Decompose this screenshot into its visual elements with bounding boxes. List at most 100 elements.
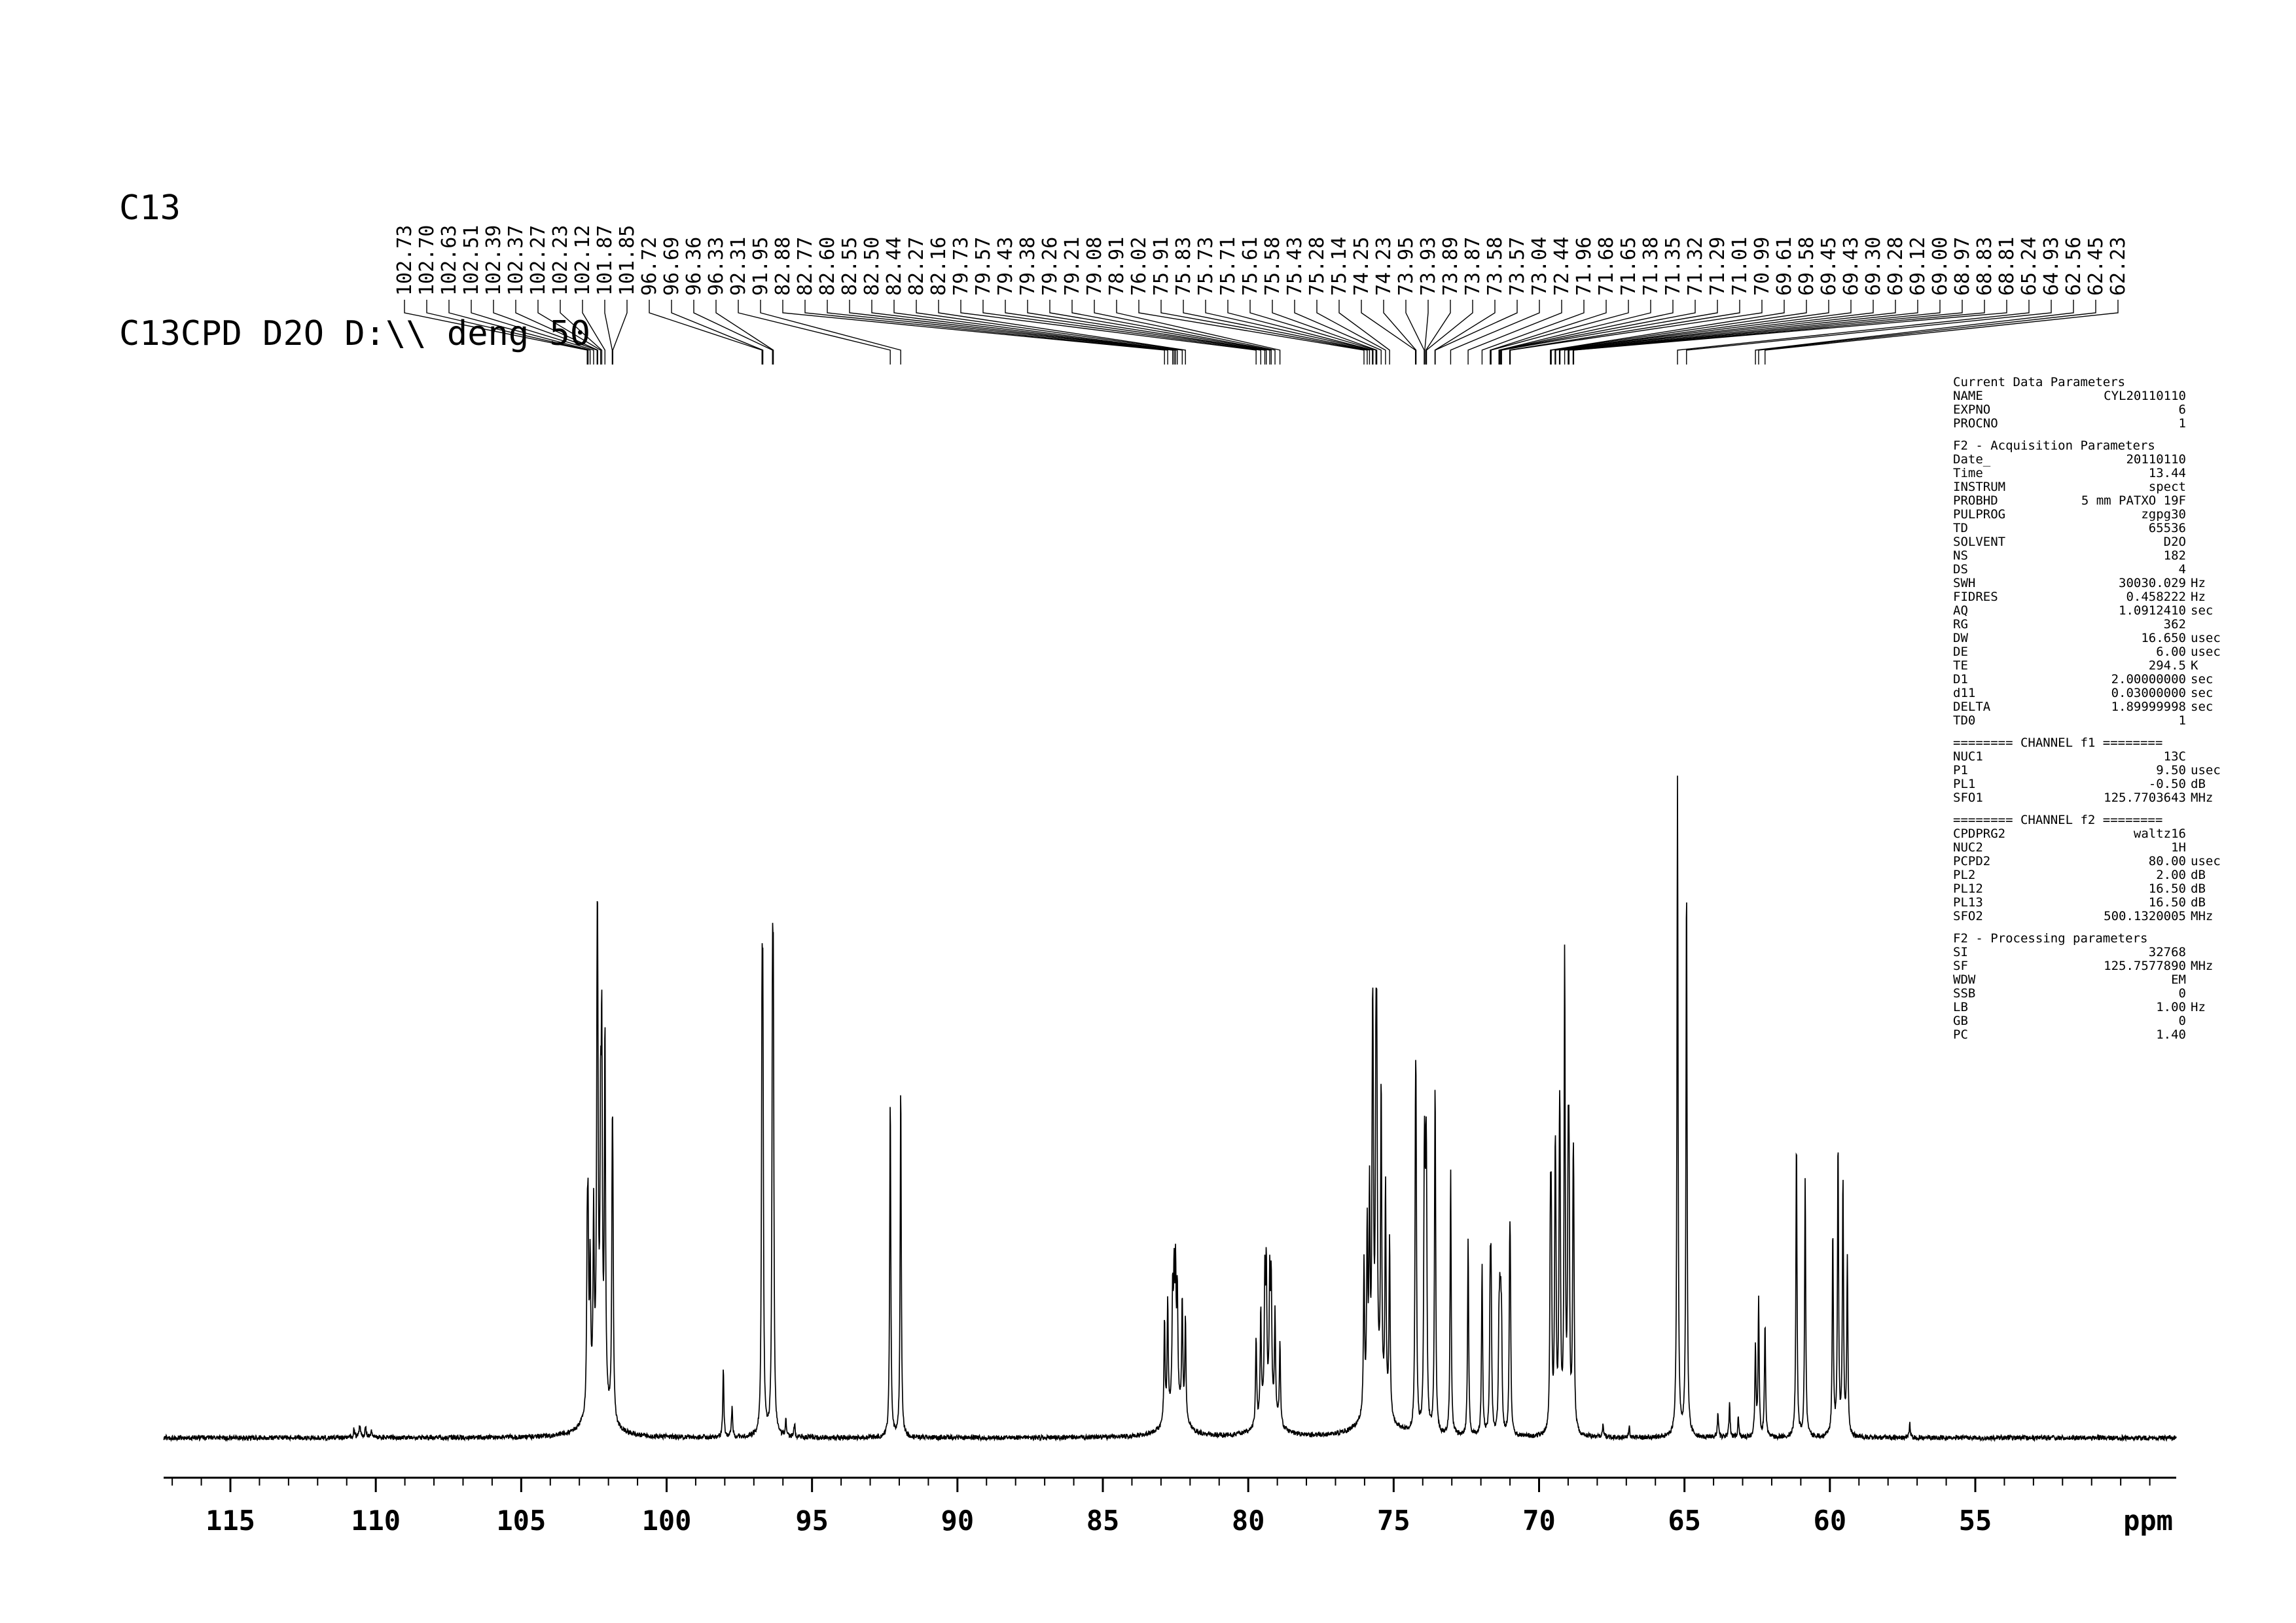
peak-connector-line bbox=[1572, 300, 1985, 365]
peak-label: 73.89 bbox=[1439, 237, 1462, 296]
peak-connector-line bbox=[1573, 300, 2007, 365]
param-row: WDW EM bbox=[1953, 973, 2223, 987]
peak-connector-line bbox=[1361, 300, 1416, 365]
param-row: NUC2 1H bbox=[1953, 841, 2223, 855]
peak-label: 65.24 bbox=[2018, 237, 2041, 296]
peak-connector-line bbox=[671, 300, 764, 365]
param-unit bbox=[2186, 973, 2223, 987]
param-name: RG bbox=[1953, 617, 1968, 632]
param-row: RG 362 bbox=[1953, 618, 2223, 632]
param-row: SFO1 125.7703643 MHz bbox=[1953, 791, 2223, 805]
param-unit bbox=[2186, 1014, 2223, 1028]
peak-connector-line bbox=[1227, 300, 1374, 365]
peak-connector-line bbox=[1450, 300, 1540, 365]
params-section-header: Current Data Parameters bbox=[1953, 375, 2126, 389]
peak-connector-line bbox=[1435, 300, 1518, 365]
axis-tick-label: 100 bbox=[642, 1505, 692, 1537]
peak-label: 79.08 bbox=[1083, 237, 1106, 296]
peak-label: 69.61 bbox=[1773, 237, 1796, 296]
peak-label: 82.88 bbox=[772, 237, 795, 296]
peak-label: 82.27 bbox=[905, 237, 928, 296]
param-row: SF 125.7577890 MHz bbox=[1953, 959, 2223, 973]
param-value: 1.00 bbox=[2156, 1000, 2186, 1014]
param-name: SWH bbox=[1953, 576, 1976, 590]
param-row: Date_ 20110110 bbox=[1953, 453, 2223, 467]
param-row: PL12 16.50 dB bbox=[1953, 882, 2223, 896]
param-name: WDW bbox=[1953, 972, 1976, 987]
peak-connector-line bbox=[1755, 300, 2074, 365]
peak-label: 62.45 bbox=[2085, 237, 2108, 296]
param-value: 30030.029 bbox=[2119, 576, 2186, 590]
param-value: 182 bbox=[2163, 548, 2186, 563]
peak-label: 96.36 bbox=[683, 237, 706, 296]
param-name: PL13 bbox=[1953, 895, 1983, 910]
peak-label: 73.57 bbox=[1506, 237, 1529, 296]
peak-connector-line bbox=[1501, 300, 1718, 365]
axis-tick-label: 65 bbox=[1668, 1505, 1701, 1537]
param-row: INSTRUM spect bbox=[1953, 480, 2223, 494]
peak-connector-line bbox=[1677, 300, 2030, 365]
param-name: GB bbox=[1953, 1014, 1968, 1028]
param-name: PC bbox=[1953, 1027, 1968, 1042]
peak-connector-line bbox=[1005, 300, 1266, 365]
param-name: D1 bbox=[1953, 672, 1968, 687]
peak-connector-line bbox=[1249, 300, 1376, 365]
param-name: DW bbox=[1953, 631, 1968, 645]
param-row: CPDPRG2 waltz16 bbox=[1953, 827, 2223, 841]
param-row: PULPROG zgpg30 bbox=[1953, 508, 2223, 522]
peak-connector-line bbox=[1049, 300, 1270, 365]
param-row: TD0 1 bbox=[1953, 714, 2223, 728]
param-value: 125.7577890 bbox=[2104, 959, 2186, 973]
param-value: -0.50 bbox=[2148, 777, 2186, 791]
peak-label: 101.85 bbox=[616, 225, 639, 296]
param-unit: usec bbox=[2191, 631, 2221, 645]
peak-connector-line bbox=[849, 300, 1175, 365]
param-value: 5 mm PATXO 19F bbox=[2081, 493, 2186, 508]
param-unit bbox=[2186, 403, 2223, 417]
param-value: 32768 bbox=[2148, 945, 2186, 959]
param-name: SI bbox=[1953, 945, 1968, 959]
peak-connector-line bbox=[871, 300, 1176, 365]
param-name: NS bbox=[1953, 548, 1968, 563]
param-name: DE bbox=[1953, 645, 1968, 659]
peak-label: 82.60 bbox=[816, 237, 839, 296]
peak-connector-line bbox=[760, 300, 901, 365]
param-value: 500.1320005 bbox=[2104, 909, 2186, 923]
peak-label: 71.32 bbox=[1684, 237, 1707, 296]
peak-label: 79.43 bbox=[994, 237, 1017, 296]
peak-label: 75.91 bbox=[1150, 237, 1173, 296]
param-value: 0.03000000 bbox=[2111, 686, 2186, 700]
param-value: 4 bbox=[2178, 562, 2186, 577]
params-section-header: F2 - Processing parameters bbox=[1953, 931, 2148, 946]
peak-connector-line bbox=[1116, 300, 1281, 365]
param-row: PL2 2.00 dB bbox=[1953, 868, 2223, 882]
param-unit: usec bbox=[2191, 854, 2221, 868]
axis-tick-label: 80 bbox=[1232, 1505, 1265, 1537]
param-value: 1 bbox=[2178, 416, 2186, 431]
parameters-panel: Current Data Parameters NAME CYL20110110 EX… bbox=[1953, 376, 2223, 1050]
param-value: 16.650 bbox=[2141, 631, 2186, 645]
param-name: EXPNO bbox=[1953, 402, 1991, 417]
param-name: SF bbox=[1953, 959, 1968, 973]
param-value: 362 bbox=[2163, 617, 2186, 632]
param-value: 1 bbox=[2178, 713, 2186, 728]
peak-connector-line bbox=[537, 300, 601, 365]
param-unit bbox=[2186, 535, 2223, 549]
peak-connector-line bbox=[1183, 300, 1371, 365]
peak-label: 73.95 bbox=[1395, 237, 1418, 296]
peak-label: 101.87 bbox=[594, 225, 617, 296]
peak-connector-line bbox=[1686, 300, 2052, 365]
param-unit: dB bbox=[2191, 895, 2206, 910]
peak-label: 71.01 bbox=[1729, 237, 1751, 296]
axis-tick-label: 55 bbox=[1959, 1505, 1992, 1537]
param-name: PCPD2 bbox=[1953, 854, 1991, 868]
peak-label: 76.02 bbox=[1128, 237, 1151, 296]
param-row: NUC1 13C bbox=[1953, 750, 2223, 764]
params-section: ======== CHANNEL f2 ======== CPDPRG2 waltz… bbox=[1953, 813, 2223, 923]
param-name: SFO2 bbox=[1953, 909, 1983, 923]
param-name: SOLVENT bbox=[1953, 535, 2006, 549]
peak-connector-line bbox=[1490, 300, 1607, 365]
peak-label: 75.71 bbox=[1217, 237, 1240, 296]
param-unit bbox=[2186, 618, 2223, 632]
